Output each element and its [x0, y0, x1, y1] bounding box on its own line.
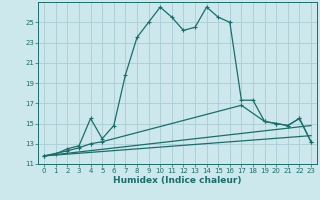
X-axis label: Humidex (Indice chaleur): Humidex (Indice chaleur) [113, 176, 242, 185]
